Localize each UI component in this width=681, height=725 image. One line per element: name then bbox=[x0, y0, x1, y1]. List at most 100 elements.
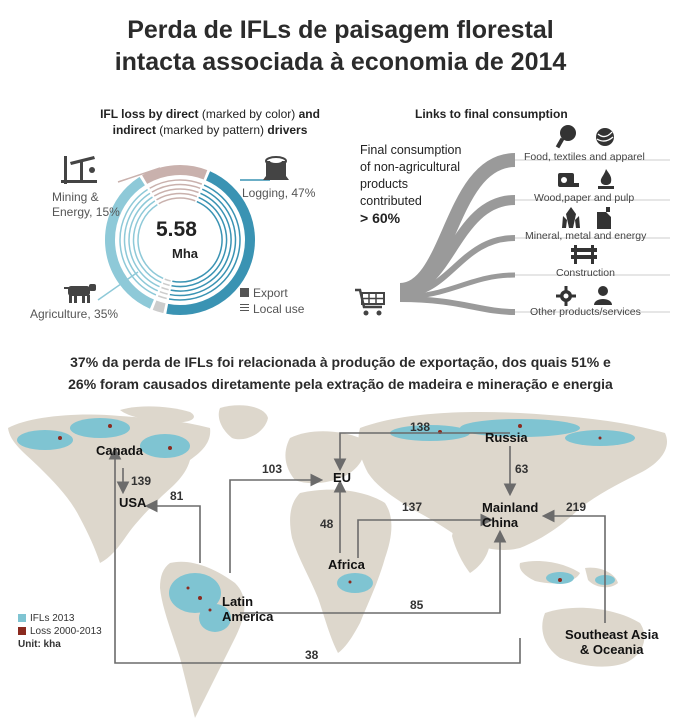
final-consumption-text: Final consumption of non-agricultural pr… bbox=[360, 143, 462, 226]
flow-value-russia-china: 63 bbox=[515, 462, 529, 476]
mining-leader-line bbox=[117, 167, 161, 183]
cow-icon bbox=[64, 284, 96, 303]
legend-local-use: Local use bbox=[240, 302, 304, 316]
loss-dots bbox=[58, 424, 602, 612]
region-southeast-asia-oceania: Southeast Asia & Oceania bbox=[565, 627, 659, 657]
flow-construction bbox=[399, 272, 516, 300]
person-icon bbox=[594, 286, 612, 305]
flow-value-russia-eu: 138 bbox=[410, 420, 431, 434]
right-panel-heading: Links to final consumption bbox=[415, 107, 568, 121]
donut-local-other bbox=[157, 295, 167, 300]
landmasses bbox=[8, 405, 668, 718]
mining-label: Mining & Energy, 15% bbox=[52, 190, 120, 219]
fire-icon bbox=[598, 169, 614, 189]
export-swatch bbox=[240, 288, 249, 297]
donut-export-logging bbox=[166, 171, 255, 315]
flow-value-sea-canada: 38 bbox=[305, 648, 319, 662]
donut-local-agriculture bbox=[123, 192, 159, 292]
donut-local-logging bbox=[171, 196, 228, 288]
title-line-2: intacta associada à economia de 2014 bbox=[114, 48, 567, 76]
donut-hole bbox=[145, 205, 215, 275]
gear-icon bbox=[556, 286, 576, 306]
donut-local-logging bbox=[168, 184, 241, 301]
category-construction: Construction bbox=[556, 267, 615, 279]
page-title: Perda de IFLs de paisagem florestal inta… bbox=[0, 14, 681, 78]
final-consumption-share: > 60% bbox=[360, 210, 401, 226]
donut-export-mining bbox=[142, 165, 208, 184]
headline-line-1: 37% da perda de IFLs foi relacionada à p… bbox=[70, 354, 611, 370]
legend-loss: Loss 2000-2013 bbox=[18, 625, 102, 638]
barrier-icon bbox=[571, 245, 597, 264]
donut-rings bbox=[105, 165, 255, 315]
center-value: 5.58 bbox=[156, 218, 197, 241]
donut-local-agriculture bbox=[119, 188, 157, 296]
donut-export-other bbox=[152, 300, 166, 314]
world-map bbox=[8, 405, 668, 718]
flow-value-canada-usa: 139 bbox=[131, 474, 152, 488]
region-africa: Africa bbox=[328, 557, 365, 572]
flow-value-africa-china: 137 bbox=[402, 500, 423, 514]
flow-value-sea-china: 219 bbox=[566, 500, 587, 514]
yarn-icon bbox=[596, 128, 614, 146]
headline-line-2: 26% foram causados diretamente pela extr… bbox=[68, 376, 613, 392]
region-russia: Russia bbox=[485, 430, 528, 445]
flow-arrows bbox=[108, 432, 606, 664]
flow-wood bbox=[399, 195, 516, 297]
tree-stump-icon bbox=[263, 156, 289, 180]
donut-local-logging bbox=[172, 200, 223, 283]
category-wood: Wood,paper and pulp bbox=[534, 192, 635, 204]
donut-local-mining bbox=[149, 179, 203, 189]
crystal-icon bbox=[562, 207, 580, 228]
oil-pump-icon bbox=[61, 156, 97, 184]
legend-ifl: IFLs 2013 bbox=[18, 612, 102, 625]
flow-value-latam-usa: 81 bbox=[170, 489, 184, 503]
center-unit: Mha bbox=[172, 246, 198, 261]
category-food: Food, textiles and apparel bbox=[524, 151, 645, 163]
donut-export-agriculture bbox=[105, 176, 155, 309]
flow-value-latam-eu: 103 bbox=[262, 462, 283, 476]
arrow-latam-china bbox=[240, 529, 507, 614]
donut-local-mining bbox=[158, 197, 196, 205]
category-other: Other products/services bbox=[530, 306, 641, 318]
driver-donut-chart bbox=[97, 165, 270, 315]
arrow-latam-usa bbox=[144, 499, 201, 563]
donut-local-logging bbox=[169, 188, 237, 297]
donut-local-other bbox=[161, 286, 169, 291]
legend-export: Export bbox=[240, 286, 288, 300]
donut-local-agriculture bbox=[137, 204, 164, 280]
donut-local-agriculture bbox=[128, 196, 160, 288]
agriculture-leader-line bbox=[97, 271, 139, 301]
local-use-swatch bbox=[240, 304, 249, 313]
agriculture-label: Agriculture, 35% bbox=[30, 307, 119, 321]
flow-value-latam-china: 85 bbox=[410, 598, 424, 612]
category-mineral: Mineral, metal and energy bbox=[525, 230, 647, 242]
shopping-cart-icon bbox=[355, 288, 385, 316]
loss-swatch bbox=[18, 627, 26, 636]
flow-value-africa-eu: 48 bbox=[320, 517, 334, 531]
donut-local-other bbox=[162, 282, 170, 287]
donut-local-other bbox=[164, 278, 171, 282]
fuel-can-icon bbox=[597, 207, 611, 229]
paper-roll-icon bbox=[558, 173, 579, 187]
arrow-sea-china bbox=[541, 509, 606, 623]
headline: 37% da perda de IFLs foi relacionada à p… bbox=[0, 351, 681, 395]
region-latin-america: Latin America bbox=[222, 594, 274, 624]
region-canada: Canada bbox=[96, 443, 143, 458]
donut-local-mining bbox=[153, 188, 199, 197]
consumption-flow-diagram bbox=[398, 153, 670, 315]
flow-food bbox=[398, 153, 516, 297]
flow-mineral bbox=[399, 235, 516, 298]
arrow-africa-china bbox=[357, 513, 494, 558]
donut-local-mining bbox=[151, 183, 201, 193]
arrow-russia-eu bbox=[333, 432, 510, 472]
region-eu: EU bbox=[333, 470, 352, 485]
donut-local-mining bbox=[156, 192, 198, 201]
arrow-latam-eu bbox=[229, 473, 324, 573]
arrow-sea-canada bbox=[108, 446, 521, 664]
donut-local-other bbox=[159, 290, 168, 295]
region-usa: USA bbox=[119, 495, 147, 510]
ifl-swatch bbox=[18, 614, 26, 623]
region-china: Mainland China bbox=[482, 500, 539, 530]
flow-other bbox=[399, 296, 516, 315]
donut-local-logging bbox=[170, 192, 232, 292]
